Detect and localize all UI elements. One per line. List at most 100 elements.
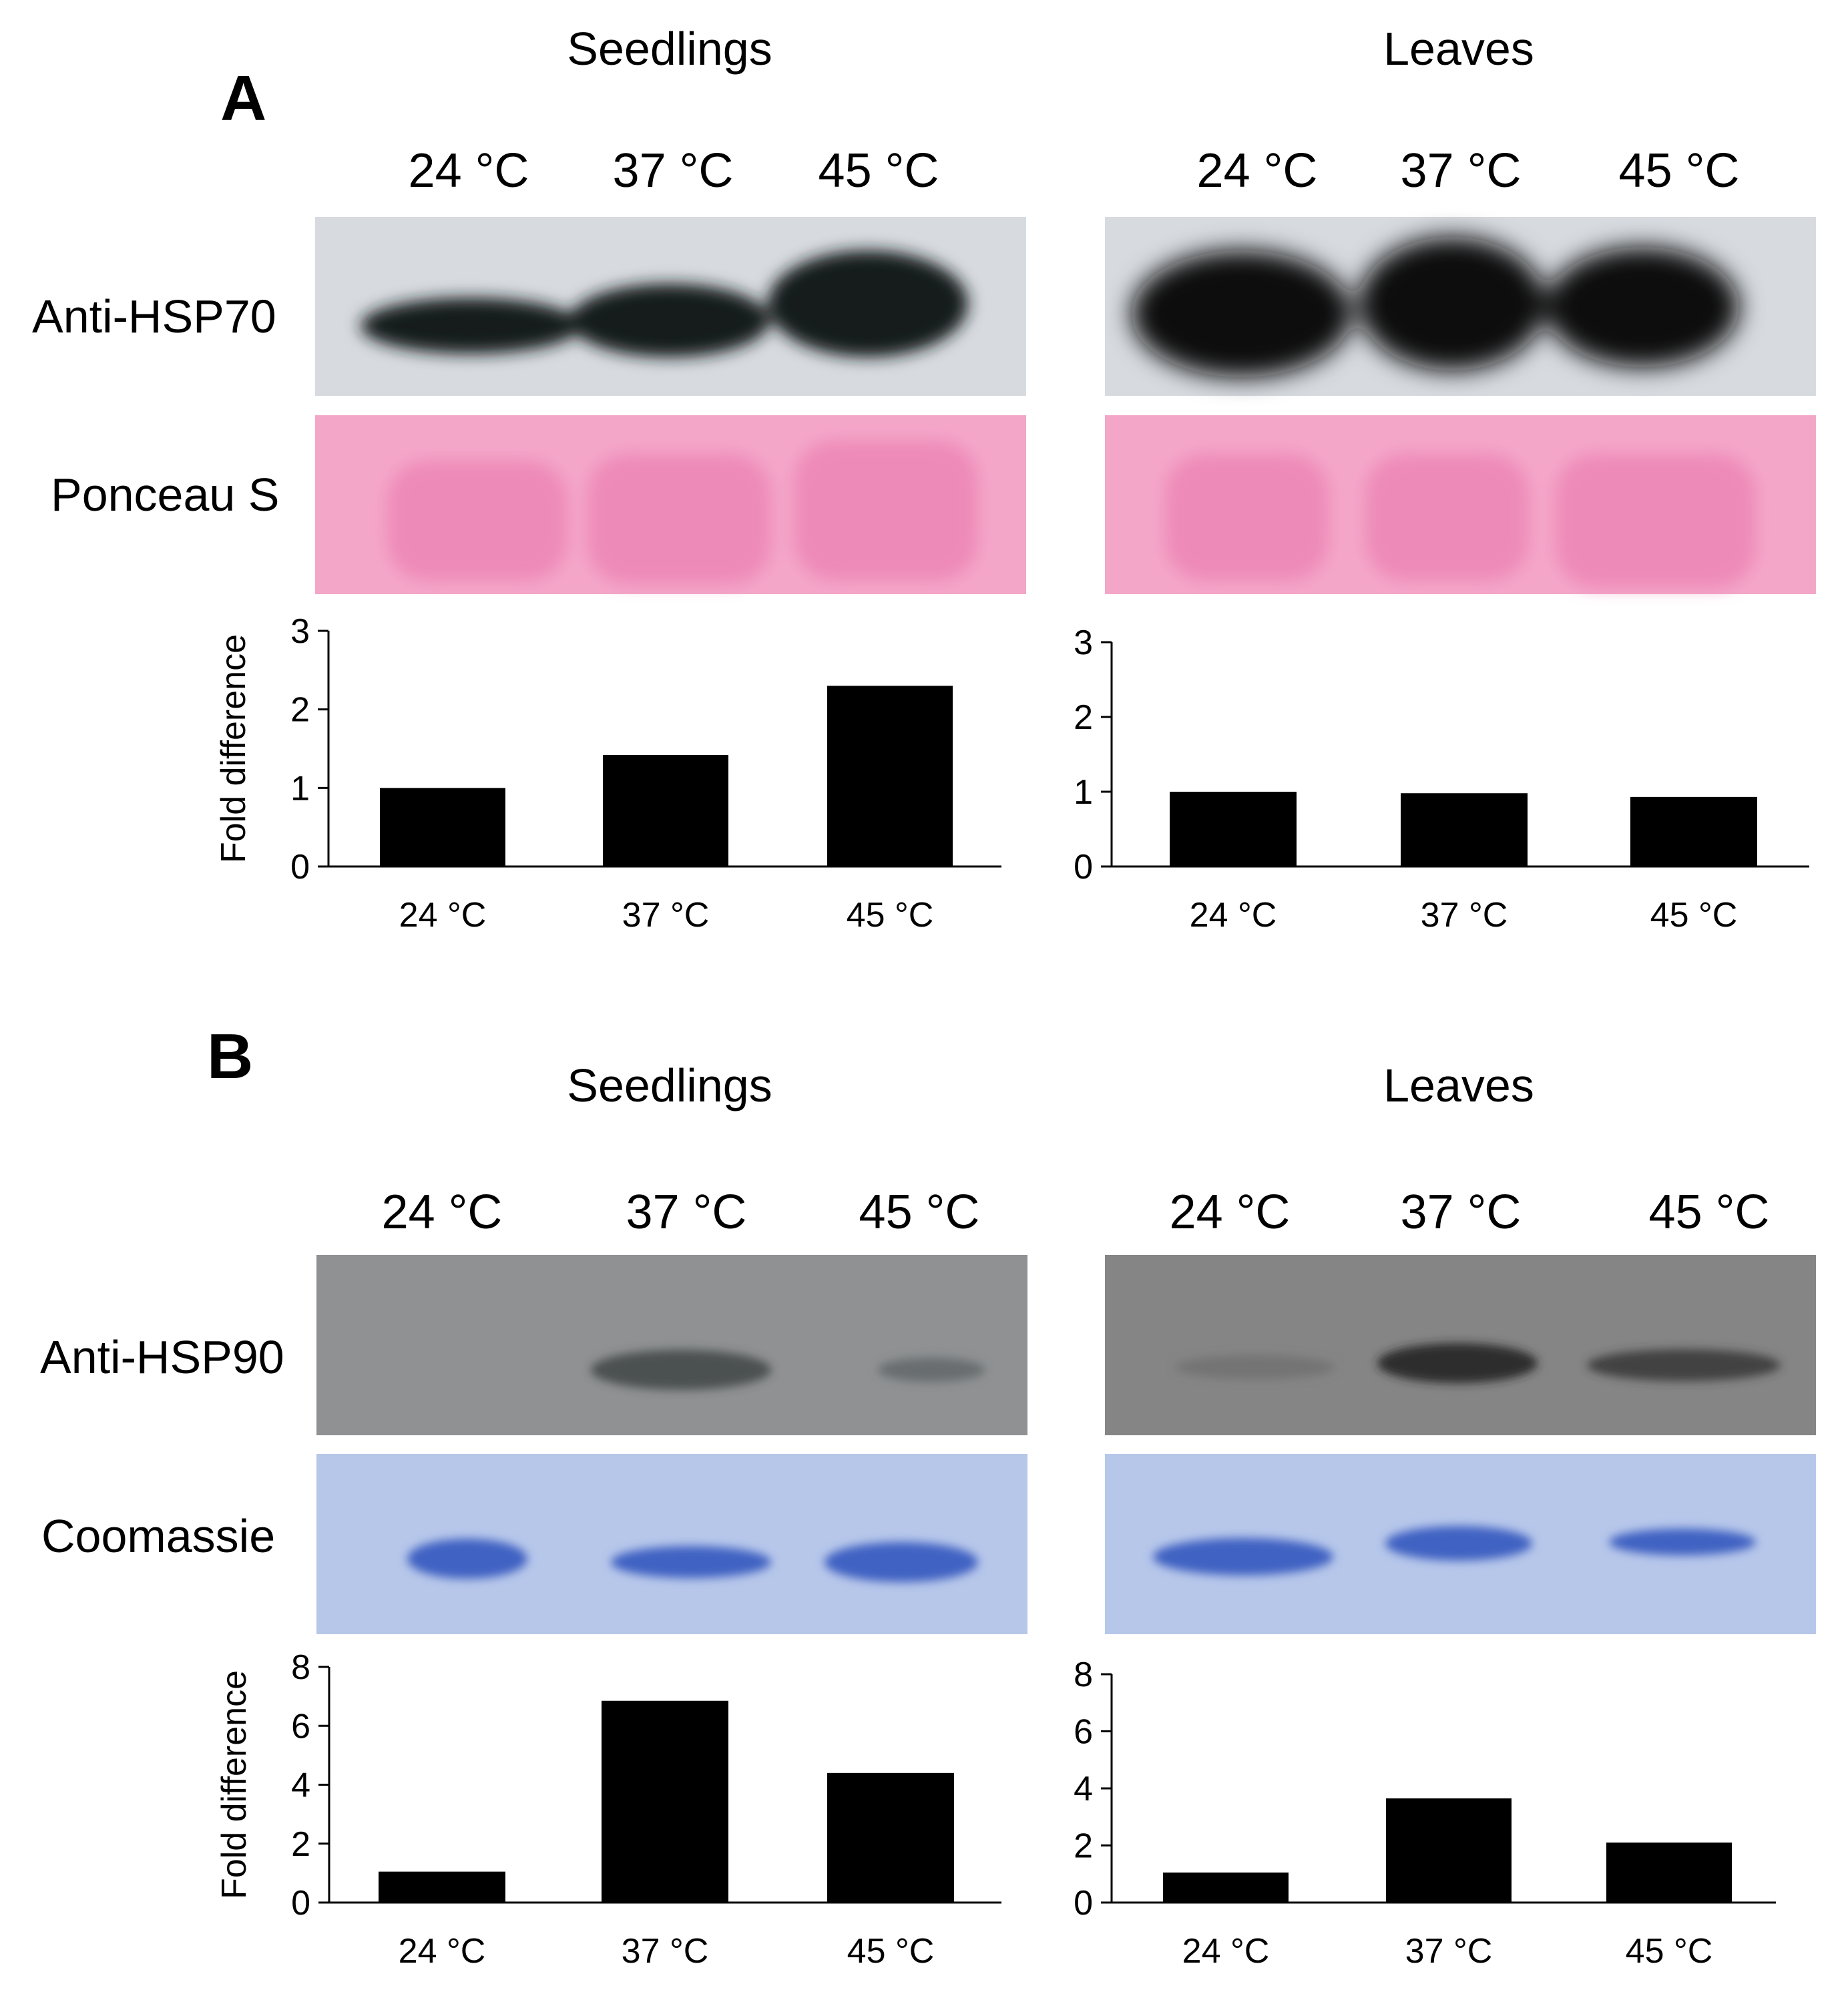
y-axis-title: Fold difference bbox=[214, 634, 253, 863]
bar bbox=[379, 1871, 505, 1903]
y-tick-label: 3 bbox=[1074, 623, 1093, 662]
panel-a-seedlings-lane-24: 24 °C bbox=[409, 144, 529, 198]
stain-band bbox=[825, 1542, 978, 1582]
y-tick-label: 2 bbox=[291, 1825, 310, 1864]
panel-b-seedlings-chart: 0 2 4 6 8 Fold difference 24 °C 37 °C 45 °C bbox=[215, 1648, 1001, 1971]
panel-b-seedlings-hsp90-blot bbox=[316, 1255, 1027, 1435]
bar bbox=[1170, 792, 1297, 866]
panel-a-letter: A bbox=[220, 63, 266, 134]
y-tick-label: 6 bbox=[291, 1707, 310, 1746]
bar bbox=[827, 1772, 954, 1903]
y-tick-label: 4 bbox=[1074, 1770, 1093, 1808]
blot-band bbox=[591, 1350, 771, 1390]
blot-band bbox=[569, 284, 770, 357]
y-axis-title: Fold difference bbox=[215, 1670, 254, 1899]
panel-b-seedlings-title: Seedlings bbox=[567, 1059, 772, 1111]
panel-a-leaves-title: Leaves bbox=[1383, 23, 1534, 75]
blot-band bbox=[768, 250, 968, 357]
panel-a-seedlings-title: Seedlings bbox=[567, 23, 772, 75]
x-tick-label: 37 °C bbox=[1405, 1932, 1493, 1971]
x-tick-label: 45 °C bbox=[847, 896, 934, 935]
blot-band bbox=[1359, 237, 1546, 370]
blot-band bbox=[1175, 1355, 1335, 1379]
x-tick-label: 37 °C bbox=[622, 1932, 709, 1971]
panel-b-leaves-lane-45: 45 °C bbox=[1649, 1186, 1770, 1239]
panel-b-seedlings-lane-45: 45 °C bbox=[859, 1186, 980, 1239]
bar bbox=[603, 754, 728, 866]
panel-b-leaves-hsp90-blot bbox=[1105, 1255, 1816, 1435]
panel-a-leaves-hsp70-blot bbox=[1105, 217, 1816, 396]
bar bbox=[1606, 1842, 1732, 1903]
bar bbox=[1401, 793, 1528, 866]
x-tick-label: 24 °C bbox=[399, 896, 487, 935]
panel-a-seedlings-lane-37: 37 °C bbox=[613, 144, 734, 198]
blot-band bbox=[1587, 1349, 1781, 1381]
x-tick-label: 24 °C bbox=[1182, 1932, 1270, 1971]
y-tick-label: 2 bbox=[1074, 1827, 1093, 1866]
panel-a-leaves-lane-24: 24 °C bbox=[1197, 144, 1318, 198]
x-tick-label: 45 °C bbox=[1626, 1932, 1713, 1971]
panel-a-seedlings-ponceau-stain bbox=[315, 415, 1026, 594]
stain-band bbox=[1385, 1526, 1532, 1561]
bar bbox=[1163, 1873, 1289, 1903]
bar bbox=[1386, 1798, 1512, 1903]
stain-band bbox=[588, 454, 771, 584]
panel-b-leaves-lane-37: 37 °C bbox=[1401, 1186, 1522, 1239]
panel-a-leaves-lane-37: 37 °C bbox=[1401, 144, 1522, 198]
bar bbox=[380, 788, 505, 866]
y-tick-label: 0 bbox=[1074, 1884, 1093, 1923]
y-tick-label: 4 bbox=[291, 1766, 310, 1805]
panel-a-blot-label: Anti-HSP70 bbox=[32, 290, 276, 342]
blot-band bbox=[361, 298, 581, 354]
y-tick-label: 0 bbox=[291, 1884, 310, 1923]
blot-band bbox=[1377, 1343, 1538, 1383]
x-tick-label: 45 °C bbox=[847, 1932, 935, 1971]
bar bbox=[1630, 796, 1757, 866]
y-tick-label: 1 bbox=[290, 769, 310, 808]
panel-a-leaves-chart: 0 1 2 3 24 °C 37 °C 45 °C bbox=[1074, 623, 1809, 935]
x-tick-label: 45 °C bbox=[1650, 896, 1738, 935]
panel-b-loading-label: Coomassie bbox=[41, 1510, 275, 1562]
x-tick-label: 37 °C bbox=[1421, 896, 1508, 935]
stain-band bbox=[1609, 1529, 1756, 1555]
panel-b-leaves-lane-24: 24 °C bbox=[1170, 1186, 1291, 1239]
bar bbox=[602, 1700, 728, 1903]
panel-b-seedlings-coomassie-stain bbox=[316, 1454, 1027, 1634]
stain-band bbox=[611, 1546, 771, 1578]
x-tick-label: 24 °C bbox=[1190, 896, 1277, 935]
blot-band bbox=[1546, 247, 1739, 367]
panel-b-leaves-chart: 0 2 4 6 8 24 °C 37 °C 45 °C bbox=[1074, 1656, 1776, 1971]
panel-b-seedlings-lane-24: 24 °C bbox=[382, 1186, 503, 1239]
stain-band bbox=[1153, 1538, 1333, 1575]
y-tick-label: 8 bbox=[291, 1648, 310, 1687]
stain-band bbox=[794, 441, 978, 581]
y-tick-label: 2 bbox=[290, 691, 310, 730]
panel-b-seedlings-lane-37: 37 °C bbox=[626, 1186, 747, 1239]
bar bbox=[827, 686, 953, 866]
panel-a-seedlings-lane-45: 45 °C bbox=[819, 144, 939, 198]
x-tick-label: 24 °C bbox=[399, 1932, 486, 1971]
blot-band bbox=[1132, 250, 1352, 377]
panel-a-loading-label: Ponceau S bbox=[51, 469, 279, 521]
stain-band bbox=[1365, 454, 1529, 581]
panel-a-leaves-lane-45: 45 °C bbox=[1619, 144, 1740, 198]
y-tick-label: 0 bbox=[290, 848, 310, 887]
x-tick-label: 37 °C bbox=[622, 896, 710, 935]
y-tick-label: 8 bbox=[1074, 1656, 1093, 1694]
y-tick-label: 2 bbox=[1074, 698, 1093, 737]
panel-b-leaves-coomassie-stain bbox=[1105, 1454, 1816, 1634]
stain-band bbox=[1165, 454, 1329, 581]
blot-band bbox=[878, 1358, 985, 1382]
panel-a-leaves-ponceau-stain bbox=[1105, 415, 1816, 594]
y-tick-label: 0 bbox=[1074, 848, 1093, 887]
panel-a-seedlings-chart: 0 1 2 3 Fold difference 24 °C 37 °C 45 °C bbox=[214, 612, 1001, 935]
stain-band bbox=[1556, 454, 1756, 587]
panel-a-seedlings-hsp70-blot bbox=[315, 217, 1026, 396]
y-tick-label: 1 bbox=[1074, 773, 1093, 812]
stain-band bbox=[387, 461, 567, 581]
panel-b-leaves-title: Leaves bbox=[1383, 1059, 1534, 1111]
y-tick-label: 3 bbox=[290, 612, 310, 651]
panel-b-blot-label: Anti-HSP90 bbox=[40, 1331, 284, 1383]
panel-b-letter: B bbox=[207, 1021, 253, 1092]
